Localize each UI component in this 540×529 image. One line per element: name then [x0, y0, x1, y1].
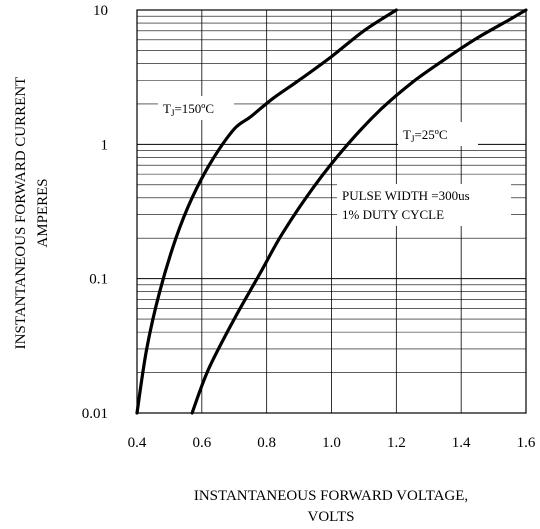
pulse-label-bg — [337, 184, 511, 226]
y-tick-label: 10 — [93, 3, 108, 19]
curve-tj-25 — [190, 8, 528, 415]
x-tick-label: 1.4 — [452, 435, 471, 451]
x-axis-label: INSTANTANEOUS FORWARD VOLTAGE, — [194, 488, 468, 504]
y-tick-label: 0.1 — [89, 272, 108, 288]
x-tick-label: 0.4 — [128, 435, 147, 451]
y-axis-label: INSTANTANEOUS FORWARD CURRENT — [13, 77, 29, 350]
y-tick-labels: 0.01 0.1 1 10 — [82, 3, 108, 422]
annotation-duty-cycle: 1% DUTY CYCLE — [342, 207, 444, 222]
y-axis-label-units: AMPERES — [35, 178, 51, 247]
x-tick-label: 1.0 — [322, 435, 341, 451]
x-tick-label: 1.6 — [517, 435, 536, 451]
y-tick-label: 1 — [101, 137, 109, 153]
label-bg-150 — [158, 96, 234, 120]
y-tick-label: 0.01 — [82, 406, 108, 422]
plot-frame — [136, 9, 527, 414]
x-tick-label: 0.8 — [257, 435, 276, 451]
x-tick-label: 1.2 — [387, 435, 406, 451]
curve-tj-150 — [135, 8, 398, 415]
annotation-pulse-width: PULSE WIDTH =300us — [342, 188, 470, 203]
curves — [135, 8, 528, 415]
annotation-tj-25: TJ=25ºC — [403, 127, 448, 144]
label-bg-25 — [398, 122, 478, 146]
x-axis-label-units: VOLTS — [308, 509, 355, 525]
x-tick-label: 0.6 — [192, 435, 211, 451]
annotation-tj-150: TJ=150ºC — [163, 101, 214, 118]
x-tick-labels: 0.4 0.6 0.8 1.0 1.2 1.4 1.6 — [128, 435, 536, 451]
